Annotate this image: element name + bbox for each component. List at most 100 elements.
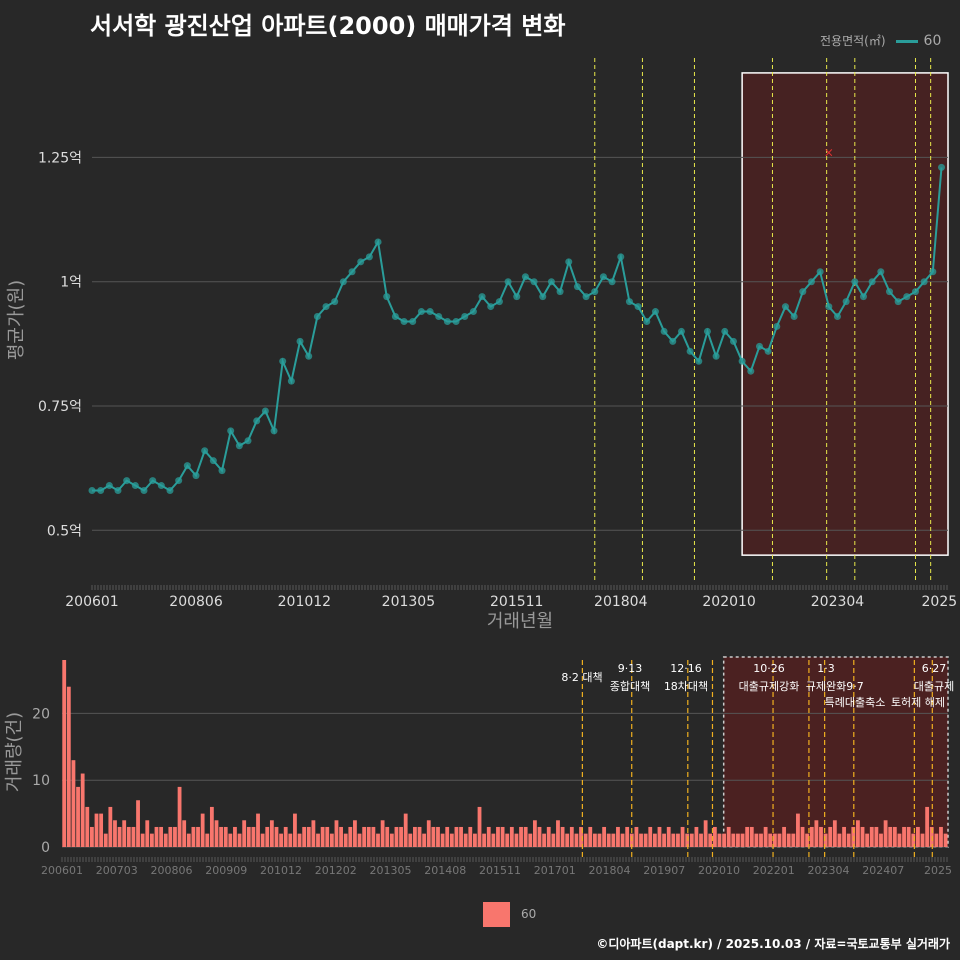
price-point (495, 298, 503, 306)
price-point (305, 352, 313, 360)
price-point (703, 327, 711, 335)
volume-bar (676, 833, 680, 847)
volume-bar (560, 826, 565, 847)
x-axis-title: 거래년월 (487, 611, 553, 632)
price-point (339, 278, 347, 286)
price-point (105, 482, 113, 490)
volume-bar (136, 800, 140, 847)
volume-bar (823, 833, 828, 847)
volume-bar (814, 820, 819, 847)
volume-bar (214, 820, 219, 847)
price-point (903, 293, 911, 301)
price-point (487, 303, 495, 311)
volume-bar (860, 826, 865, 847)
chart-title: 서서학 광진산업 아파트(2000) 매매가격 변화 (90, 12, 566, 40)
volume-bar (385, 826, 390, 847)
volume-bar (426, 820, 431, 847)
price-point (729, 337, 737, 345)
volume-bar (496, 826, 500, 847)
volume-bar (694, 826, 699, 847)
volume-bar (422, 833, 427, 847)
volume-bar (94, 813, 99, 847)
price-point (348, 268, 356, 276)
volume-bar (869, 826, 874, 847)
volume-x-tick-label: 2025 (924, 864, 952, 877)
volume-bar (537, 826, 542, 847)
top-legend-label: 60 (923, 33, 942, 49)
volume-x-tick-label: 202201 (753, 864, 795, 877)
volume-bar (431, 826, 436, 847)
volume-bar (542, 833, 547, 847)
volume-bar (380, 820, 385, 847)
volume-bar (71, 760, 76, 847)
volume-bar (736, 833, 740, 847)
volume-bar (634, 826, 639, 847)
y-tick-label: 0.5억 (47, 523, 82, 539)
volume-x-tick-label: 201804 (589, 864, 631, 877)
volume-bar (565, 833, 570, 847)
price-point (617, 253, 625, 261)
volume-bar (842, 826, 846, 847)
price-point (539, 293, 547, 301)
legend-line-icon (895, 40, 918, 43)
volume-bar (588, 826, 593, 847)
volume-bar (786, 833, 791, 847)
price-point (209, 457, 217, 465)
price-point (192, 472, 200, 480)
volume-bar (759, 833, 763, 847)
volume-bar (343, 833, 348, 847)
event-label: 종합대책 (610, 680, 650, 693)
volume-bar (796, 813, 800, 847)
bottom-legend-label: 60 (521, 907, 537, 921)
price-point (201, 447, 209, 455)
price-point (253, 417, 261, 425)
volume-bar (662, 833, 667, 847)
volume-bar (920, 833, 925, 847)
volume-bar (546, 826, 551, 847)
volume-bar (376, 833, 380, 847)
volume-bar (528, 833, 533, 847)
volume-bar (325, 826, 330, 847)
volume-bar (883, 820, 888, 847)
price-point (851, 278, 859, 286)
price-point (686, 347, 694, 355)
volume-bar (76, 786, 80, 847)
volume-bar (399, 826, 403, 847)
price-point (287, 377, 295, 385)
volume-bar (906, 826, 911, 847)
price-point (313, 313, 321, 321)
event-label: 규제완화 (806, 680, 846, 693)
volume-bar (269, 820, 274, 847)
volume-bar (348, 826, 353, 847)
y-tick-label: 1.25억 (38, 150, 82, 166)
volume-bar (445, 826, 450, 847)
volume-bar (436, 826, 440, 847)
volume-bar (449, 833, 454, 847)
volume-bar (99, 813, 104, 847)
bottom-legend-swatch (483, 902, 510, 927)
y-tick-label: 0.75억 (38, 399, 82, 415)
price-point (365, 253, 373, 261)
volume-bar (306, 826, 311, 847)
price-point (140, 487, 148, 495)
volume-bar (606, 833, 611, 847)
volume-bar (260, 833, 265, 847)
event-label: 1·3 (817, 662, 835, 675)
price-point (868, 278, 876, 286)
price-point (357, 258, 365, 266)
volume-bar (763, 826, 768, 847)
volume-bar (329, 833, 334, 847)
volume-bar (205, 833, 210, 847)
volume-bar (754, 833, 759, 847)
volume-bar (782, 826, 786, 847)
event-label: 특례대출축소 (825, 696, 886, 709)
volume-x-tick-label: 201511 (479, 864, 521, 877)
volume-bar (163, 833, 168, 847)
volume-bar (602, 826, 607, 847)
price-point (911, 288, 919, 296)
volume-bar (122, 820, 127, 847)
volume-bar (159, 826, 164, 847)
volume-bar (879, 833, 883, 847)
